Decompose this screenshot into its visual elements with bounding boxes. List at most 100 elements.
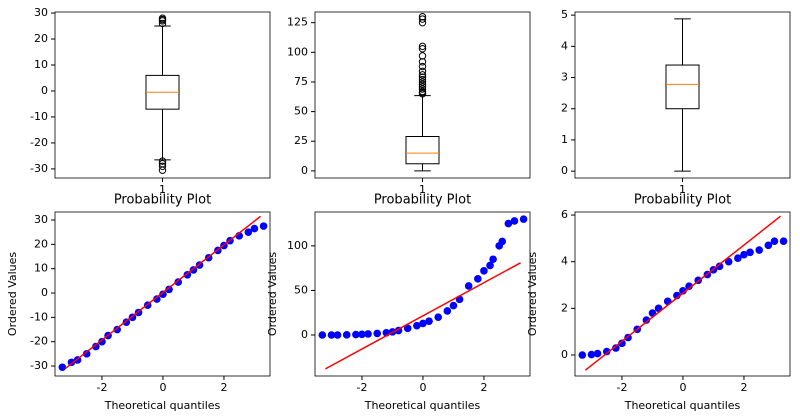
- y-tick-label: 125: [287, 16, 308, 29]
- axes-frame: [574, 11, 791, 179]
- point: [593, 349, 602, 358]
- flier: [418, 78, 427, 86]
- point: [578, 351, 587, 359]
- point: [642, 316, 651, 324]
- point: [770, 237, 779, 245]
- y-tick-label: 0: [561, 164, 568, 177]
- y-tick-label: 6: [561, 208, 568, 221]
- flier: [158, 166, 167, 174]
- flier: [418, 42, 427, 51]
- y-label: Ordered Values: [266, 252, 279, 336]
- point: [464, 282, 473, 290]
- y-tick-label: 4: [561, 255, 568, 268]
- y-tick-label: 0: [301, 164, 308, 177]
- point: [443, 307, 452, 315]
- point: [474, 275, 482, 283]
- point: [715, 262, 724, 271]
- y-tick-label: 50: [294, 105, 308, 118]
- x-tick-label: 2: [740, 381, 747, 394]
- y-tick-label: -10: [30, 310, 48, 323]
- flier: [158, 19, 167, 28]
- point: [618, 339, 626, 348]
- point: [685, 282, 693, 290]
- point: [419, 319, 427, 328]
- x-tick-label: -2: [356, 381, 367, 394]
- y-tick-label: 10: [34, 262, 48, 275]
- y-tick-label: 1: [561, 133, 568, 146]
- y-tick-label: 5: [561, 8, 568, 21]
- x-tick-label: 2: [220, 381, 227, 394]
- point: [587, 350, 596, 359]
- y-tick-label: 0: [41, 286, 48, 299]
- x-tick-label: 0: [679, 381, 686, 394]
- point: [153, 295, 161, 303]
- point: [504, 219, 513, 228]
- x-tick-label: 0: [159, 381, 166, 394]
- y-tick-label: 0: [301, 328, 308, 341]
- y-tick-label: 75: [294, 75, 308, 88]
- flier: [418, 83, 427, 91]
- x-tick-label: 1: [159, 183, 166, 196]
- y-tick-label: -10: [30, 110, 48, 123]
- point: [755, 246, 763, 254]
- flier: [418, 87, 427, 96]
- flier: [418, 67, 427, 75]
- point: [82, 350, 91, 358]
- y-tick-label: 0: [561, 348, 568, 361]
- x-tick-label: 1: [679, 183, 686, 196]
- x-label: Theoretical quantiles: [104, 399, 221, 412]
- point: [403, 324, 412, 333]
- point: [98, 337, 106, 346]
- y-tick-label: 10: [34, 58, 48, 71]
- point: [486, 261, 494, 270]
- box: [405, 136, 440, 165]
- flier: [158, 162, 167, 171]
- point: [519, 215, 528, 223]
- point: [449, 301, 458, 310]
- x-tick-label: -2: [616, 381, 627, 394]
- point: [327, 331, 336, 339]
- point: [244, 228, 253, 236]
- flier: [418, 62, 427, 71]
- point: [174, 278, 183, 286]
- point: [746, 248, 754, 257]
- x-tick-label: 2: [480, 381, 487, 394]
- y-label: Ordered Values: [526, 252, 539, 336]
- flier: [418, 71, 427, 79]
- y-label: Ordered Values: [6, 252, 19, 336]
- y-tick-label: 4: [561, 39, 568, 52]
- y-tick-label: -30: [30, 359, 48, 372]
- y-tick-label: 2: [561, 301, 568, 314]
- point: [358, 330, 366, 339]
- point: [602, 347, 611, 356]
- point: [58, 363, 67, 372]
- flier: [418, 15, 427, 23]
- point: [373, 329, 382, 338]
- axes-frame: [54, 211, 271, 377]
- x-tick-label: 1: [419, 183, 426, 196]
- point: [679, 287, 687, 295]
- y-tick-label: 100: [287, 45, 308, 58]
- y-tick-label: 2: [561, 102, 568, 115]
- flier: [418, 80, 427, 89]
- title: Probability Plot: [114, 193, 211, 208]
- point: [413, 321, 421, 330]
- y-tick-label: 20: [34, 237, 48, 250]
- point: [92, 342, 100, 351]
- flier: [418, 75, 427, 84]
- point: [159, 290, 167, 299]
- y-tick-label: 3: [561, 71, 568, 84]
- x-tick-label: -2: [96, 381, 107, 394]
- axes-frame: [314, 11, 531, 179]
- point: [165, 285, 173, 294]
- point: [425, 317, 433, 325]
- point: [764, 241, 773, 250]
- point: [259, 222, 268, 230]
- point: [250, 224, 259, 233]
- y-tick-label: -30: [30, 162, 48, 175]
- y-tick-label: 100: [287, 239, 308, 252]
- point: [498, 237, 507, 246]
- point: [510, 217, 519, 225]
- fit-line: [325, 262, 521, 370]
